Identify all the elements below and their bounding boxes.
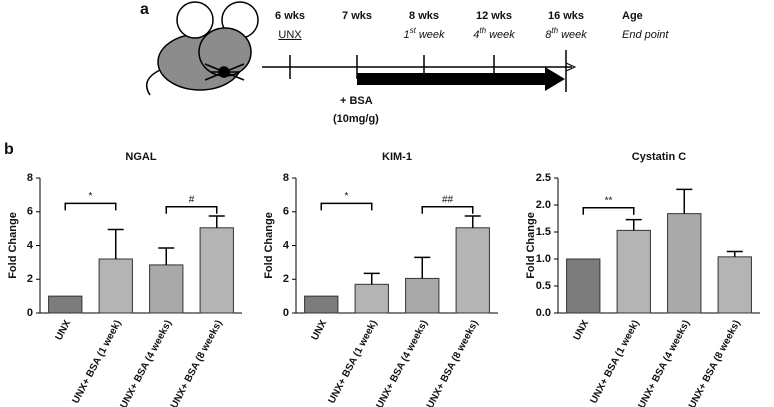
bar (566, 258, 601, 314)
error-bar (676, 188, 693, 214)
bar (667, 213, 702, 314)
y-axis-label: Fold Change (525, 212, 537, 279)
error-bar (625, 218, 642, 231)
week-part: week (486, 29, 515, 41)
age-label: 7 wks (342, 10, 372, 22)
mouse-icon (145, 1, 259, 96)
week-label: 8th week (545, 26, 587, 41)
chart-title: Cystatin C (632, 151, 686, 163)
y-tick-label: 1.5 (536, 226, 551, 238)
bar (199, 227, 234, 314)
significance-bracket (421, 205, 474, 214)
bar (717, 256, 752, 314)
y-tick-label: 2.5 (536, 172, 551, 184)
y-tick-label: 2.0 (536, 199, 551, 211)
week-part: 8 (545, 29, 552, 41)
bar (354, 283, 389, 314)
bar (48, 295, 83, 314)
x-tick-label: UNX+ BSA (4 weeks) (636, 318, 692, 407)
error-bar (464, 215, 481, 228)
x-tick-label: UNX+ BSA (8 weeks) (687, 318, 743, 407)
y-tick-label: 8 (27, 172, 33, 184)
age-label: Age (622, 10, 643, 22)
y-tick-label: 6 (27, 206, 33, 218)
timeline-arrowhead (565, 62, 577, 72)
treatment-label: + BSA (340, 95, 373, 107)
y-tick-label: 2 (283, 273, 289, 285)
significance-bracket (320, 202, 373, 211)
error-bar (414, 256, 431, 279)
panel-label: a (140, 1, 149, 18)
week-suffix: th (551, 26, 558, 35)
x-tick-label: UNX+ BSA (4 weeks) (374, 318, 430, 407)
significance-label: ## (442, 194, 454, 205)
bar (616, 229, 651, 314)
end-label: End point (622, 29, 669, 41)
x-tick-label: UNX+ BSA (1 week) (326, 318, 379, 405)
bar (304, 295, 339, 314)
y-axis-label: Fold Change (263, 212, 275, 279)
significance-label: * (345, 191, 349, 202)
error-bar (726, 250, 743, 257)
x-tick-label: UNX+ BSA (1 week) (70, 318, 123, 405)
week-suffix: th (479, 26, 486, 35)
significance-label: # (189, 194, 195, 205)
bar (455, 227, 490, 314)
age-label: 6 wks (275, 10, 305, 22)
y-tick-label: 8 (283, 172, 289, 184)
y-tick-label: 4 (283, 239, 290, 251)
y-tick-label: 2 (27, 273, 33, 285)
treatment-arrow (357, 67, 565, 91)
error-bar (208, 215, 225, 228)
x-tick-label: UNX+ BSA (1 week) (588, 318, 641, 405)
week-part: week (558, 29, 587, 41)
x-tick-label: UNX (54, 318, 74, 342)
y-tick-label: 0 (283, 307, 289, 319)
bar (98, 258, 133, 314)
event-label: UNX (278, 29, 302, 41)
week-part: week (416, 29, 445, 41)
x-tick-label: UNX+ BSA (8 weeks) (425, 318, 481, 407)
chart-title: KIM-1 (382, 151, 412, 163)
week-part: 1 (403, 29, 409, 41)
y-axis-label: Fold Change (7, 212, 19, 279)
age-label: 12 wks (476, 10, 512, 22)
x-tick-label: UNX+ BSA (4 weeks) (118, 318, 174, 407)
significance-bracket (165, 205, 218, 214)
bar (149, 264, 184, 314)
x-tick-label: UNX+ BSA (8 weeks) (169, 318, 225, 407)
x-tick-label: UNX (310, 318, 330, 342)
y-tick-label: 4 (27, 239, 34, 251)
significance-bracket (582, 206, 635, 215)
treatment-dose: (10mg/g) (333, 113, 379, 125)
chart-title: NGAL (125, 151, 156, 163)
significance-label: ** (605, 195, 613, 206)
week-label: 1st week (403, 26, 445, 41)
y-tick-label: 6 (283, 206, 289, 218)
y-tick-label: 0.5 (536, 280, 551, 292)
age-label: 16 wks (548, 10, 584, 22)
panel-label: b (4, 141, 14, 158)
week-label: 4th week (473, 26, 515, 41)
error-bar (363, 272, 380, 285)
week-part: 4 (473, 29, 479, 41)
y-tick-label: 0.0 (536, 307, 551, 319)
x-tick-label: UNX (572, 318, 592, 342)
significance-label: * (89, 191, 93, 202)
y-tick-label: 0 (27, 307, 33, 319)
error-bar (107, 228, 124, 259)
bar (405, 277, 440, 314)
significance-bracket (64, 202, 117, 211)
y-tick-label: 1.0 (536, 253, 551, 265)
error-bar (158, 247, 175, 265)
week-suffix: st (410, 26, 417, 35)
age-label: 8 wks (409, 10, 439, 22)
